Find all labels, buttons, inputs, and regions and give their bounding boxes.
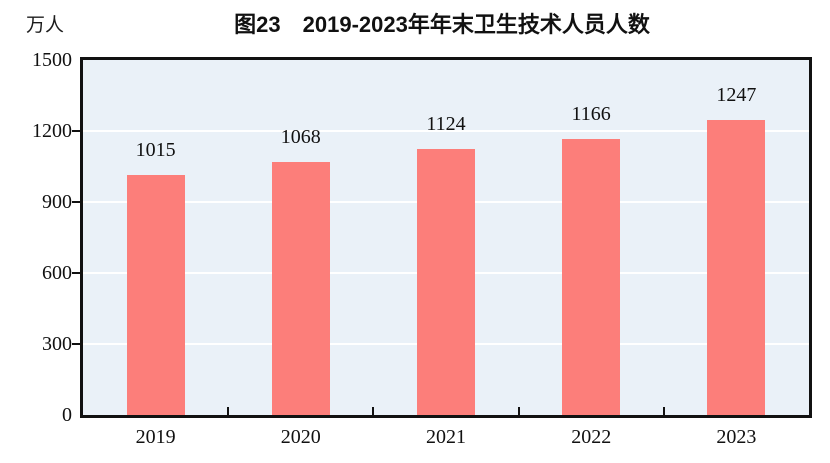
bar-value-label: 1015 — [135, 138, 176, 161]
bar — [271, 162, 330, 415]
plot-area: 1015 1068 1124 1166 1247 — [80, 57, 812, 418]
bar-value-label: 1124 — [426, 113, 466, 135]
x-axis-tick — [227, 407, 230, 415]
x-axis-tick — [372, 407, 375, 415]
gridline — [83, 130, 809, 132]
y-axis-tick-label: 300 — [42, 333, 72, 355]
y-axis-tick-label: 0 — [62, 404, 72, 426]
x-axis-tick — [662, 407, 665, 415]
y-axis-tick-label: 1500 — [32, 49, 72, 71]
bar — [126, 174, 185, 415]
y-axis-tick — [72, 343, 80, 345]
y-axis-tick — [72, 130, 80, 132]
x-axis-tick-label: 2019 — [135, 426, 176, 448]
y-axis-tick — [72, 272, 80, 274]
x-axis-tick-label: 2022 — [571, 426, 612, 448]
bar — [562, 139, 621, 415]
bar-value-label: 1068 — [280, 126, 321, 149]
x-axis-tick-label: 2020 — [280, 426, 321, 448]
x-axis-tick-label: 2023 — [716, 426, 757, 448]
y-axis-tick — [72, 201, 80, 203]
x-axis-tick — [517, 407, 520, 415]
y-axis-tick-label: 1200 — [32, 120, 72, 142]
bar — [707, 119, 766, 415]
x-axis-tick-label: 2021 — [426, 426, 466, 448]
y-axis-tick-label: 900 — [42, 191, 72, 213]
bar — [417, 149, 475, 415]
chart-title: 图23 2019-2023年年末卫生技术人员人数 — [234, 12, 650, 37]
bar-value-label: 1247 — [716, 83, 757, 106]
bar-value-label: 1166 — [571, 103, 611, 126]
y-axis-unit-label: 万人 — [26, 15, 65, 36]
y-axis-tick-label: 600 — [42, 262, 72, 284]
